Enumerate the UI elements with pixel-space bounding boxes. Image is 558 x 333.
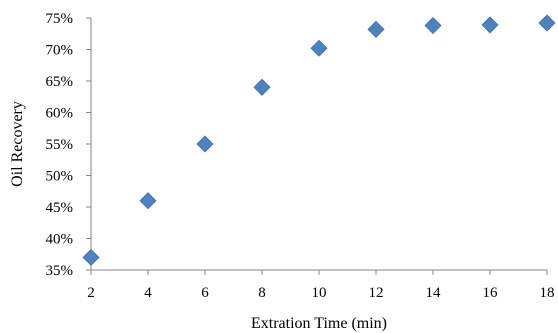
y-tick-label: 40% [46,232,74,248]
x-tick-label: 4 [144,285,152,301]
x-tick-label: 14 [426,285,442,301]
data-point [310,39,328,57]
y-tick-label: 65% [46,74,74,90]
x-tick-label: 18 [540,285,555,301]
y-tick-label: 70% [46,43,74,59]
x-axis-title: Extration Time (min) [251,315,387,332]
data-point [367,20,385,38]
x-tick-label: 12 [369,285,384,301]
y-tick-label: 35% [46,263,74,279]
x-tick-label: 16 [483,285,499,301]
x-tick-label: 10 [312,285,327,301]
x-tick-label: 6 [201,285,209,301]
y-tick-label: 50% [46,169,74,185]
y-tick-label: 55% [46,137,74,153]
data-point [196,135,214,153]
y-axis-ticks: 35% 40% 45% 50% 55% 60% 65% 70% 75% [46,11,91,279]
data-series [82,14,556,266]
x-axis-ticks: 2 4 6 8 10 12 14 16 18 [87,270,555,301]
y-axis-title: Oil Recovery [9,101,26,187]
x-tick-label: 2 [87,285,95,301]
data-point [538,14,556,32]
data-point [82,248,100,266]
y-tick-label: 60% [46,106,74,122]
data-point [139,192,157,210]
data-point [253,78,271,96]
y-tick-label: 45% [46,200,74,216]
x-tick-label: 8 [258,285,266,301]
data-point [424,17,442,35]
y-tick-label: 75% [46,11,74,27]
data-point [481,16,499,34]
